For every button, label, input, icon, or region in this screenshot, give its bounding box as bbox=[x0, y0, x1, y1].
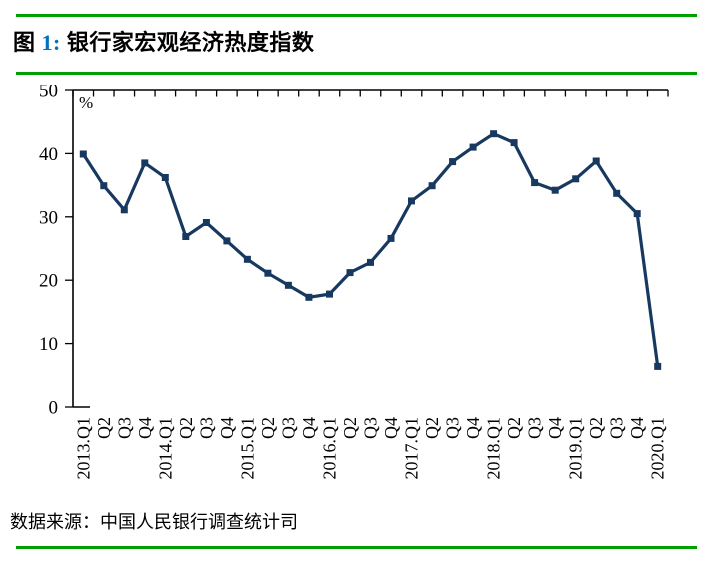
x-tick-label: Q2 bbox=[586, 417, 606, 439]
series-line bbox=[81, 131, 660, 367]
data-point-marker bbox=[346, 269, 354, 277]
data-point-marker bbox=[284, 281, 292, 289]
data-point-marker bbox=[223, 237, 231, 245]
x-tick-label: Q3 bbox=[196, 417, 216, 439]
x-tick-label: Q3 bbox=[114, 417, 134, 439]
data-point-marker bbox=[202, 219, 210, 226]
data-point-marker bbox=[305, 293, 313, 301]
figure-title: 图 1: 银行家宏观经济热度指数 bbox=[13, 26, 314, 59]
x-tick-label: 2013.Q1 bbox=[73, 417, 93, 480]
data-point-marker bbox=[161, 174, 169, 181]
y-tick-label: 30 bbox=[39, 207, 58, 228]
y-axis: 0 10 20 30 40 50 bbox=[39, 85, 90, 419]
figure-title-number: 1: bbox=[41, 30, 61, 55]
x-tick-label: 2014.Q1 bbox=[155, 417, 175, 480]
figure-title-prefix: 图 bbox=[13, 30, 42, 55]
x-tick-label: Q3 bbox=[443, 417, 463, 439]
data-point-marker bbox=[531, 179, 539, 187]
top-rule bbox=[16, 14, 697, 17]
data-point-marker bbox=[572, 175, 580, 183]
x-tick-label: Q3 bbox=[525, 417, 545, 439]
x-tick-label: 2018.Q1 bbox=[484, 417, 504, 480]
data-point-marker bbox=[120, 206, 128, 214]
data-point-marker bbox=[490, 130, 498, 138]
data-point-marker bbox=[182, 233, 190, 240]
x-tick-label: 2020.Q1 bbox=[648, 417, 668, 480]
x-tick-label: Q2 bbox=[94, 417, 114, 439]
data-point-marker bbox=[326, 290, 333, 298]
data-point-marker bbox=[243, 255, 251, 263]
x-tick-label: Q3 bbox=[607, 417, 627, 439]
x-tick-label: 2019.Q1 bbox=[566, 417, 586, 480]
data-point-marker bbox=[592, 157, 600, 165]
x-tick-label: Q2 bbox=[504, 417, 524, 439]
x-tick-label: Q4 bbox=[545, 417, 565, 439]
data-point-marker bbox=[428, 182, 436, 190]
data-point-marker bbox=[633, 210, 641, 218]
y-tick-label: 50 bbox=[39, 85, 58, 102]
x-tick-label: Q4 bbox=[217, 417, 237, 439]
title-divider-rule bbox=[16, 72, 697, 75]
x-tick-label: Q4 bbox=[135, 417, 155, 439]
x-tick-label: Q4 bbox=[627, 417, 647, 439]
x-tick-label: Q3 bbox=[278, 417, 298, 439]
x-axis-top bbox=[72, 89, 669, 97]
source-note: 数据来源：中国人民银行调查统计司 bbox=[10, 512, 298, 532]
x-tick-label: 2016.Q1 bbox=[319, 417, 339, 480]
data-point-marker bbox=[100, 182, 108, 190]
data-series bbox=[79, 130, 662, 370]
data-point-marker bbox=[387, 234, 395, 242]
x-tick-label: Q2 bbox=[340, 417, 360, 439]
x-tick-label: Q4 bbox=[299, 417, 319, 439]
x-tick-label: Q2 bbox=[176, 417, 196, 439]
data-point-marker bbox=[408, 197, 415, 205]
y-tick-label: 20 bbox=[39, 271, 58, 292]
y-tick-label: 10 bbox=[39, 334, 58, 355]
data-point-marker bbox=[141, 159, 149, 167]
y-unit-label: % bbox=[79, 93, 93, 112]
x-tick-label: Q4 bbox=[381, 417, 401, 439]
bottom-rule bbox=[16, 546, 697, 549]
data-point-marker bbox=[79, 150, 87, 158]
data-point-marker bbox=[469, 143, 477, 151]
data-point-marker bbox=[654, 362, 662, 370]
data-point-marker bbox=[264, 269, 272, 277]
data-point-marker bbox=[510, 139, 518, 147]
x-tick-label: 2017.Q1 bbox=[402, 417, 422, 480]
x-tick-label: Q4 bbox=[463, 417, 483, 439]
x-tick-labels: 2013.Q1 Q2 Q3 Q4 2014.Q1 Q2 Q3 Q4 2015.Q1 Q2 Q3 Q4 2… bbox=[73, 417, 667, 480]
chart-area: 0 10 20 30 40 50% 2013.Q1 Q2 Q3 Q4 2014.Q1 Q2 Q3 Q4 20… bbox=[0, 85, 712, 511]
data-point-marker bbox=[449, 158, 457, 166]
data-point-marker bbox=[367, 258, 374, 266]
y-tick-label: 40 bbox=[39, 144, 58, 165]
x-tick-label: Q3 bbox=[361, 417, 381, 439]
data-point-marker bbox=[613, 189, 621, 197]
figure-title-text: 银行家宏观经济热度指数 bbox=[60, 30, 315, 55]
x-tick-label: 2015.Q1 bbox=[237, 417, 257, 480]
data-point-marker bbox=[551, 186, 559, 194]
y-tick-label: 0 bbox=[49, 398, 59, 419]
x-tick-label: Q2 bbox=[422, 417, 442, 439]
x-tick-label: Q2 bbox=[258, 417, 278, 439]
